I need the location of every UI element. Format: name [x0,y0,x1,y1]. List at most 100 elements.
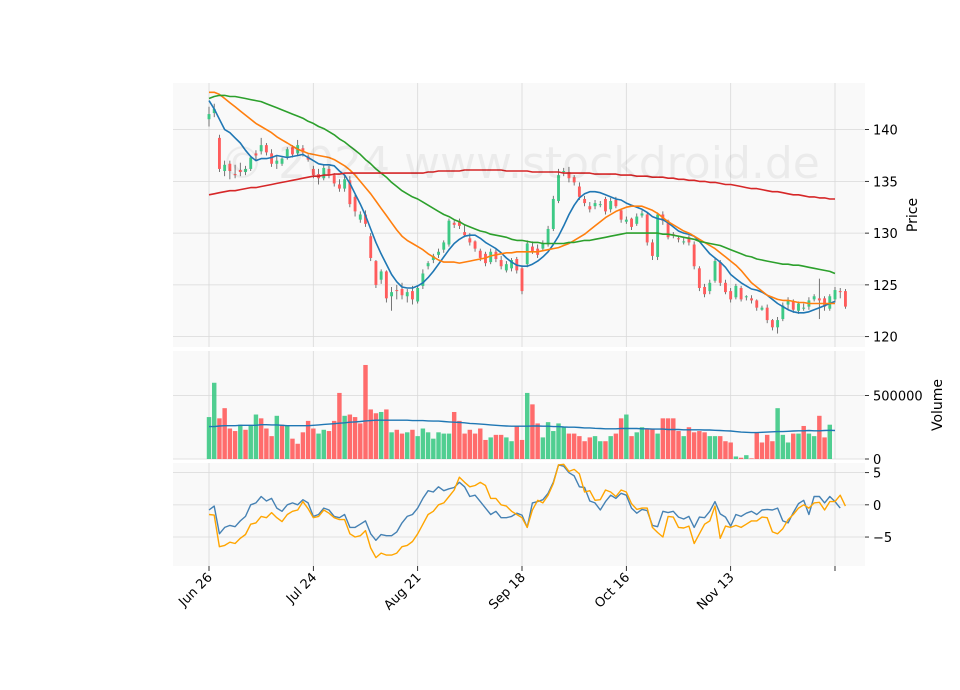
volume-bar [707,436,713,459]
candle [520,265,524,295]
candle-body [614,199,618,207]
candle-body [687,237,691,243]
candle-body [254,153,258,156]
volume-bar [441,433,446,459]
candle [812,294,816,302]
volume-bar [295,443,300,459]
candle-body [682,241,686,243]
volume-axis-title: Volume [930,379,946,431]
volume-bar [436,432,441,459]
candle [713,257,717,283]
candle-body [546,228,550,245]
candle-body [744,296,748,298]
volume-bar [582,441,587,459]
candle [463,224,467,238]
candle-body [384,271,388,299]
candle [437,248,440,258]
volume-bar [780,434,786,459]
candle-body [765,307,769,321]
candle-body [353,196,357,212]
candle-body [322,167,326,179]
volume-bar [712,436,718,459]
candle-body [567,172,571,179]
candle-body [838,291,842,293]
volume-bar [764,434,770,459]
candle-body [666,220,670,238]
candle [228,160,232,180]
volume-bar [697,431,702,459]
candle [562,167,566,177]
x-tick-label-2: Aug 21 [381,570,424,613]
x-tick-label-3: Sep 18 [486,570,529,613]
candle [390,286,394,311]
volume-bar [368,409,373,459]
volume-bar [300,432,306,459]
candle [708,279,712,295]
candle-body [776,320,780,328]
candle [682,237,686,245]
volume-bar [514,425,520,459]
volume-bar [759,442,765,459]
volume-bar [410,429,415,459]
candle-body [739,287,743,300]
candle-body [562,171,566,173]
volume-panel: 0 500000 Volume [173,351,946,468]
osc-tick-label-2: 5 [873,467,881,482]
volume-bar [603,441,608,459]
volume-bar [258,418,264,459]
candle-body [447,220,451,245]
candle-body [843,291,847,307]
volume-bar [493,434,499,459]
candle [348,176,352,208]
volume-bar [279,424,285,459]
candle [374,260,378,288]
candle [421,269,425,290]
volume-bar [519,439,525,459]
candle [416,285,420,304]
volume-bar [311,428,316,459]
candle [677,236,680,243]
candle-body [541,243,545,249]
candle-body [400,289,404,296]
volume-bar [488,437,493,459]
watermark: © 2024 www.stockdroid.de [220,138,820,189]
candle-body [624,219,628,222]
volume-bar [811,436,817,459]
candle-body [437,251,440,255]
candle [327,165,331,179]
candle [604,196,607,215]
candle-body [270,153,274,164]
candle-body [583,198,587,204]
candle [525,240,529,268]
candle [343,175,347,192]
volume-bar [451,411,457,459]
candle-body [572,177,576,183]
candle [833,286,837,303]
candle-body [781,305,785,320]
candle-body [249,157,253,169]
volume-bar [535,423,540,459]
volume-bar [504,437,509,459]
candle [567,166,571,183]
candle-body [609,201,613,210]
candle-body [311,168,315,176]
candle-body [452,222,456,225]
candle [776,316,780,334]
volume-bar [394,429,400,459]
volume-bar [232,431,238,459]
candle-body [337,184,341,189]
candle-body [729,291,733,300]
volume-bar [399,433,405,459]
candle [718,260,722,286]
candle-body [645,214,649,243]
candle [583,195,587,207]
candle [734,283,738,300]
candle [765,304,769,324]
candle [259,137,263,155]
candle-body [703,286,707,295]
volume-bar [420,428,426,459]
volume-bar [571,433,577,459]
candle-body [750,298,753,301]
candle-body [395,290,399,292]
